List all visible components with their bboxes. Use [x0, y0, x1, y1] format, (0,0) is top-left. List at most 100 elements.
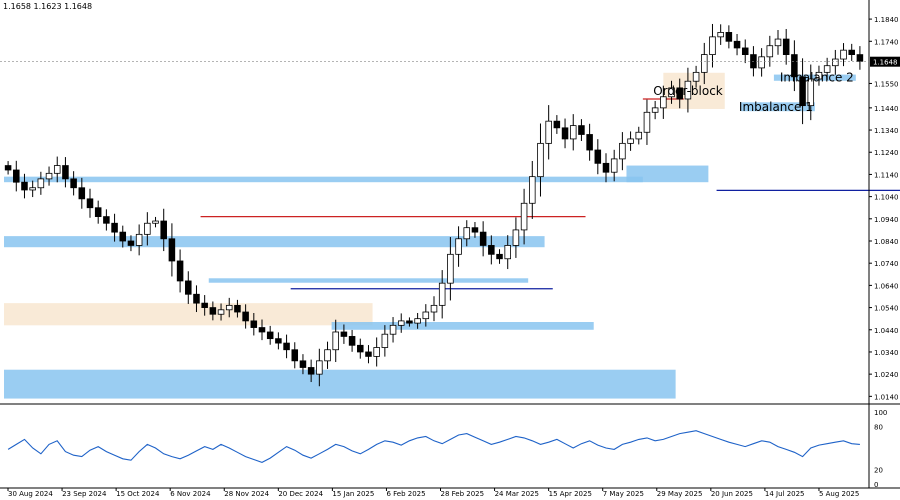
price-tick-label: 1.0840 — [874, 238, 899, 246]
candle — [619, 132, 626, 171]
candle — [340, 324, 348, 344]
candle — [832, 49, 839, 75]
candle — [406, 317, 413, 327]
candle — [684, 67, 692, 113]
candle-body — [152, 220, 159, 224]
candle-body — [725, 32, 733, 42]
candle — [438, 270, 446, 319]
candle — [266, 325, 274, 345]
zone-zone-f — [331, 322, 594, 330]
candle — [545, 105, 552, 160]
candle-body — [832, 58, 839, 67]
candle — [553, 115, 561, 134]
candle — [668, 80, 675, 104]
candle — [488, 235, 495, 265]
candle-body — [332, 331, 339, 351]
candle — [733, 33, 741, 56]
candle — [176, 249, 184, 293]
zone-label-imbalance-2: Imbalance 2 — [780, 71, 854, 85]
time-tick-label: 6 Nov 2024 — [170, 490, 211, 498]
time-tick-label: 6 Feb 2025 — [386, 490, 425, 498]
oscillator-layer: 100 80 20 0 — [7, 409, 887, 489]
candle — [324, 341, 331, 369]
candle — [13, 160, 20, 192]
candle — [627, 131, 634, 151]
candle-body — [766, 45, 774, 58]
candle-body — [774, 38, 782, 47]
candle-body — [741, 47, 749, 56]
candle — [717, 24, 724, 45]
candle — [815, 65, 823, 86]
candle-body — [733, 40, 741, 49]
candle — [168, 223, 176, 277]
candle — [725, 25, 733, 49]
price-tick-label: 1.0340 — [874, 349, 899, 357]
candle-body — [422, 311, 430, 320]
candle-body — [135, 233, 143, 246]
price-tick-label: 1.1140 — [874, 171, 899, 179]
candle-body — [488, 245, 495, 255]
candle — [225, 297, 233, 318]
candle — [512, 217, 520, 258]
candle — [250, 313, 258, 336]
candle — [348, 329, 356, 352]
time-tick-label: 14 Jul 2025 — [765, 490, 805, 498]
time-tick-label: 30 Aug 2024 — [8, 490, 53, 498]
candle-body — [627, 138, 634, 144]
candle — [397, 313, 405, 333]
candle — [471, 221, 479, 238]
price-tick-label: 1.0940 — [874, 216, 899, 224]
candle-body — [217, 309, 225, 315]
candle — [709, 23, 716, 68]
zone-zone-d — [4, 303, 373, 326]
candle-body — [463, 227, 471, 240]
candle — [193, 285, 200, 313]
candle — [569, 114, 577, 151]
zone-zone-c — [4, 236, 545, 248]
candle-body — [242, 311, 249, 322]
candle — [29, 180, 36, 198]
candle — [316, 348, 323, 387]
candle-body — [512, 229, 520, 246]
candle — [463, 220, 471, 247]
candle-body — [430, 304, 438, 313]
candle-body — [823, 65, 831, 73]
candle-body — [676, 87, 683, 100]
candle — [799, 58, 806, 125]
oscillator-tick-label: 80 — [874, 423, 883, 431]
candle — [496, 249, 503, 264]
zone-zone-g — [208, 278, 529, 283]
candle-body — [365, 351, 372, 357]
candle-body — [496, 253, 503, 260]
price-tick-label: 1.0440 — [874, 327, 899, 335]
candle — [856, 46, 864, 70]
candle-body — [758, 56, 765, 69]
candle-body — [4, 165, 12, 171]
candle — [373, 337, 380, 367]
candle-body — [283, 342, 290, 351]
candle-body — [479, 231, 487, 246]
time-tick-label: 15 Jan 2025 — [332, 490, 374, 498]
price-tick-label: 1.1550 — [874, 80, 899, 88]
candle — [520, 188, 528, 245]
candle-body — [160, 220, 167, 240]
price-tick-label: 1.1840 — [874, 16, 899, 24]
candle-body — [815, 71, 823, 80]
candle — [660, 85, 667, 119]
candle-body — [610, 158, 618, 173]
price-tick-label: 1.0640 — [874, 282, 899, 290]
candle — [635, 126, 643, 145]
candle-body — [348, 336, 356, 346]
price-tick-label: 1.1740 — [874, 38, 899, 46]
candle-body — [709, 36, 716, 56]
time-tick-label: 28 Feb 2025 — [441, 490, 485, 498]
price-tick-label: 1.1340 — [874, 127, 899, 135]
oscillator-line — [7, 430, 860, 463]
candle — [586, 123, 593, 161]
candle — [389, 317, 397, 343]
candle — [209, 301, 217, 321]
candle-body — [258, 327, 266, 333]
candle — [299, 354, 307, 375]
